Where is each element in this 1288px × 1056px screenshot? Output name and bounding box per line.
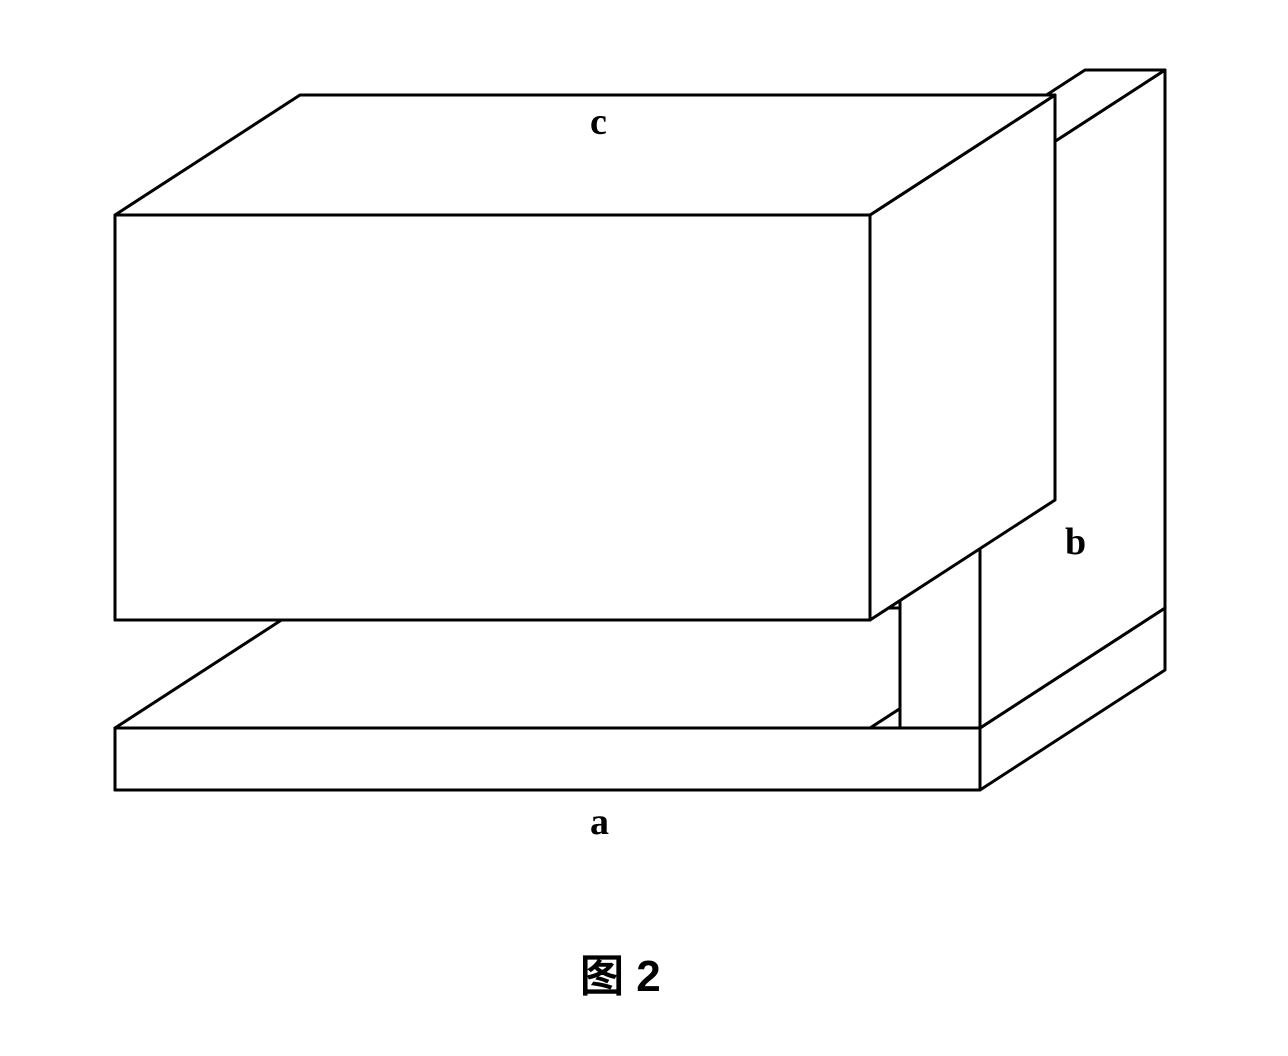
label-c: c bbox=[590, 100, 607, 144]
label-b: b bbox=[1065, 520, 1086, 564]
figure-stage: c b a 图 2 bbox=[0, 0, 1288, 1056]
figure-caption: 图 2 bbox=[580, 940, 661, 1004]
base-front bbox=[115, 728, 980, 790]
block-front bbox=[115, 215, 870, 620]
label-a: a bbox=[590, 800, 609, 844]
diagram-svg bbox=[0, 0, 1288, 1056]
